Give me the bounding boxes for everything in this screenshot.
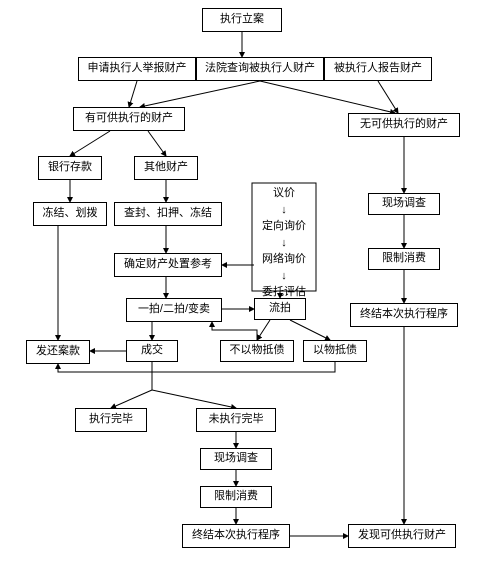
node-bank-deposit: 银行存款 [38, 156, 102, 180]
node-court-query: 法院查询被执行人财产 [196, 57, 324, 81]
node-limit-consumption2: 限制消费 [200, 486, 272, 508]
node-terminate-procedure: 终结本次执行程序 [350, 303, 458, 327]
node-disposal-reference: 确定财产处置参考 [114, 253, 222, 277]
node-execution-incomplete: 未执行完毕 [196, 408, 276, 432]
node-onsite-investigation: 现场调查 [368, 193, 440, 215]
node-onsite-investigation2: 现场调查 [200, 448, 272, 470]
node-other-assets: 其他财产 [134, 156, 198, 180]
node-applicant-report: 申请执行人举报财产 [78, 57, 196, 81]
pricing-methods-block: 议价↓定向询价↓网络询价↓委托评估 [254, 185, 314, 301]
node-limit-consumption: 限制消费 [368, 248, 440, 270]
node-execution-complete: 执行完毕 [75, 408, 147, 432]
node-execute-case: 执行立案 [202, 8, 282, 32]
node-payment-in-kind: 以物抵债 [303, 340, 367, 362]
flowchart-canvas: 执行立案 申请执行人举报财产 法院查询被执行人财产 被执行人报告财产 有可供执行… [0, 0, 500, 584]
node-auction: 一拍/二拍/变卖 [126, 298, 222, 322]
node-failed-auction: 流拍 [254, 298, 306, 320]
node-terminate-procedure2: 终结本次执行程序 [182, 524, 290, 548]
node-return-funds: 发还案款 [26, 340, 90, 364]
node-assets-found: 发现可供执行财产 [348, 524, 456, 548]
node-no-payment-in-kind: 不以物抵债 [220, 340, 294, 362]
node-deal: 成交 [126, 340, 178, 362]
node-executee-report: 被执行人报告财产 [324, 57, 432, 81]
node-freeze-transfer: 冻结、划拨 [33, 202, 107, 226]
node-has-assets: 有可供执行的财产 [73, 107, 185, 131]
node-no-assets: 无可供执行的财产 [348, 113, 460, 137]
node-seal-seize-freeze: 查封、扣押、冻结 [114, 202, 222, 226]
